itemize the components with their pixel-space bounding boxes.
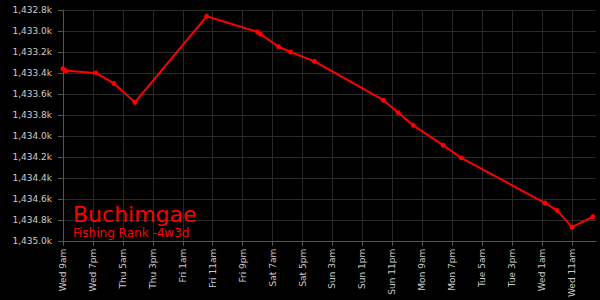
svg-text:Sun 1pm: Sun 1pm: [357, 249, 367, 289]
svg-text:1,434.4k: 1,434.4k: [12, 173, 52, 183]
svg-text:Wed 1am: Wed 1am: [537, 249, 547, 292]
svg-text:1,432.8k: 1,432.8k: [12, 5, 52, 15]
svg-text:1,433.4k: 1,433.4k: [12, 68, 52, 78]
svg-text:Mon 9am: Mon 9am: [417, 249, 427, 291]
svg-text:1,433.0k: 1,433.0k: [12, 26, 52, 36]
svg-text:Wed 11am: Wed 11am: [567, 249, 577, 297]
svg-text:1,434.2k: 1,434.2k: [12, 152, 52, 162]
svg-text:Buchimgae: Buchimgae: [73, 202, 197, 227]
svg-text:Fri 1am: Fri 1am: [178, 249, 188, 283]
svg-text:Wed 7pm: Wed 7pm: [88, 249, 98, 292]
svg-text:1,434.0k: 1,434.0k: [12, 131, 52, 141]
svg-text:Sun 11pm: Sun 11pm: [387, 249, 397, 295]
svg-text:Fishing Rank -4w3d: Fishing Rank -4w3d: [73, 226, 189, 240]
svg-text:1,434.6k: 1,434.6k: [12, 194, 52, 204]
svg-text:1,434.8k: 1,434.8k: [12, 215, 52, 225]
svg-text:Fri 11am: Fri 11am: [208, 249, 218, 288]
svg-text:Sun 3am: Sun 3am: [327, 249, 337, 289]
svg-text:Tue 5am: Tue 5am: [477, 249, 487, 288]
svg-text:Thu 5am: Thu 5am: [118, 249, 128, 290]
svg-text:Sat 7am: Sat 7am: [268, 249, 278, 287]
svg-text:Wed 9am: Wed 9am: [58, 249, 68, 292]
svg-text:Mon 7pm: Mon 7pm: [447, 249, 457, 291]
svg-text:1,433.2k: 1,433.2k: [12, 47, 52, 57]
svg-text:1,433.6k: 1,433.6k: [12, 89, 52, 99]
svg-text:Tue 3pm: Tue 3pm: [507, 249, 517, 288]
svg-text:Fri 9pm: Fri 9pm: [238, 249, 248, 283]
svg-text:1,433.8k: 1,433.8k: [12, 110, 52, 120]
svg-text:1,435.0k: 1,435.0k: [12, 236, 52, 246]
svg-text:Thu 3pm: Thu 3pm: [148, 249, 158, 290]
svg-text:Sat 5pm: Sat 5pm: [298, 249, 308, 287]
